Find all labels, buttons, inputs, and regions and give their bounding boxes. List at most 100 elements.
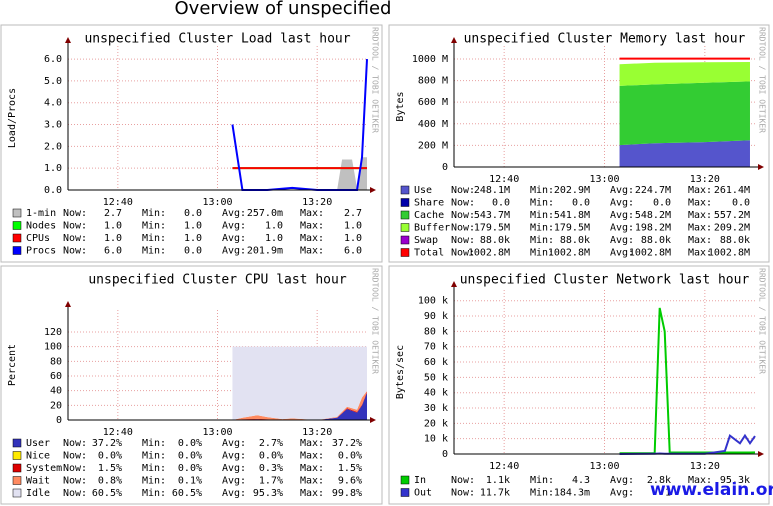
- stat-label: Max:: [688, 475, 712, 486]
- stat-value: 548.2M: [635, 210, 671, 221]
- x-tick-label: 13:20: [302, 427, 332, 438]
- stat-label: Avg:: [222, 451, 246, 462]
- stat-label: Avg:: [222, 438, 246, 449]
- x-tick-label: 12:40: [489, 461, 519, 472]
- area: [619, 61, 750, 86]
- stat-value: 543.7M: [474, 210, 510, 221]
- y-tick-label: 0: [442, 449, 448, 460]
- stat-value: 0.0%: [259, 451, 283, 462]
- stat-value: 4.3: [572, 475, 590, 486]
- stat-label: Now:: [63, 208, 87, 219]
- y-axis-label: Load/Procs: [7, 88, 18, 148]
- stat-label: Max:: [688, 223, 712, 234]
- legend-swatch: [400, 185, 410, 195]
- stat-value: 0.0%: [338, 451, 362, 462]
- y-tick-label: 120: [44, 327, 62, 338]
- stat-value: 1.0: [184, 221, 202, 232]
- x-tick-label: 13:20: [690, 461, 720, 472]
- side-text: RRDTOOL / TOBI OETIKER: [758, 27, 767, 133]
- stat-value: 1.1k: [486, 475, 510, 486]
- stat-value: 1.5%: [98, 463, 122, 474]
- y-tick-label: 80: [50, 356, 62, 367]
- y-tick-label: 0: [442, 162, 448, 173]
- stat-label: Avg:: [222, 488, 246, 499]
- stat-value: 224.7M: [635, 185, 671, 196]
- y-tick-label: 4.0: [44, 98, 62, 109]
- stat-label: Avg:: [222, 476, 246, 487]
- legend-label: System: [26, 463, 62, 474]
- area: [232, 157, 367, 190]
- stat-label: Min:: [530, 488, 554, 499]
- stat-label: Now:: [451, 223, 475, 234]
- stat-value: 1.0: [344, 221, 362, 232]
- stat-value: 184.3m: [554, 488, 590, 499]
- stat-label: Min:: [142, 208, 166, 219]
- y-tick-label: 0: [56, 415, 62, 426]
- legend-label: User: [26, 438, 50, 449]
- legend-label: CPUs: [26, 233, 50, 244]
- stat-value: 201.9m: [247, 246, 283, 257]
- stat-value: 0.0: [492, 198, 510, 209]
- stat-value: 179.5M: [554, 223, 590, 234]
- stat-value: 88.0k: [720, 235, 750, 246]
- axis-arrow: [758, 451, 764, 457]
- stat-value: 2.7: [344, 208, 362, 219]
- stat-label: Now:: [451, 248, 475, 259]
- legend-label: Cache: [414, 210, 444, 221]
- legend-swatch: [12, 463, 22, 473]
- legend-label: Total: [414, 248, 444, 259]
- y-tick-label: 6.0: [44, 54, 62, 65]
- stat-value: 202.9M: [554, 185, 590, 196]
- legend-swatch: [400, 475, 410, 485]
- stat-label: Avg:: [610, 235, 634, 246]
- stat-label: Now:: [451, 210, 475, 221]
- legend-swatch: [12, 208, 22, 218]
- y-tick-label: 20: [50, 400, 62, 411]
- y-tick-label: 50 k: [424, 372, 448, 383]
- stat-label: Min:: [530, 248, 554, 259]
- stat-value: 2.7: [104, 208, 122, 219]
- stat-label: Now:: [63, 451, 87, 462]
- stat-label: Max:: [688, 198, 712, 209]
- stat-label: Min:: [142, 476, 166, 487]
- stat-value: 209.2M: [714, 223, 750, 234]
- axis-arrow: [451, 281, 457, 287]
- stat-value: 1.0: [344, 233, 362, 244]
- stat-label: Max:: [300, 208, 324, 219]
- legend-swatch: [12, 438, 22, 448]
- stat-value: 6.0: [344, 246, 362, 257]
- stat-label: Min:: [530, 210, 554, 221]
- y-tick-label: 100 k: [418, 296, 448, 307]
- y-axis-label: Bytes: [395, 91, 406, 121]
- stat-label: Avg:: [222, 221, 246, 232]
- legend-swatch: [400, 248, 410, 257]
- x-tick-label: 13:00: [589, 174, 619, 185]
- stat-label: Max:: [300, 233, 324, 244]
- axis-arrow: [370, 187, 376, 193]
- stat-label: Avg:: [610, 210, 634, 221]
- stat-value: 1002.8M: [468, 248, 510, 259]
- stat-value: 1.0: [265, 221, 283, 232]
- stat-label: Max:: [300, 463, 324, 474]
- legend-label: Nice: [26, 451, 50, 462]
- stat-value: 88.0k: [560, 235, 590, 246]
- y-tick-label: 10 k: [424, 434, 448, 445]
- stat-value: 6.0: [104, 246, 122, 257]
- stat-label: Min:: [530, 235, 554, 246]
- stat-label: Min:: [142, 451, 166, 462]
- stat-label: Now:: [63, 233, 87, 244]
- stat-label: Now:: [451, 235, 475, 246]
- stat-value: 0.0%: [178, 451, 202, 462]
- stat-label: Min:: [530, 223, 554, 234]
- stat-label: Max:: [688, 248, 712, 259]
- area: [619, 140, 750, 167]
- legend-swatch: [400, 198, 410, 207]
- stat-label: Max:: [688, 185, 712, 196]
- side-text: RRDTOOL / TOBI OETIKER: [371, 27, 380, 133]
- stat-value: 0.0: [732, 198, 750, 209]
- stat-label: Avg:: [222, 208, 246, 219]
- stat-value: 0.0: [184, 246, 202, 257]
- y-tick-label: 2.0: [44, 141, 62, 152]
